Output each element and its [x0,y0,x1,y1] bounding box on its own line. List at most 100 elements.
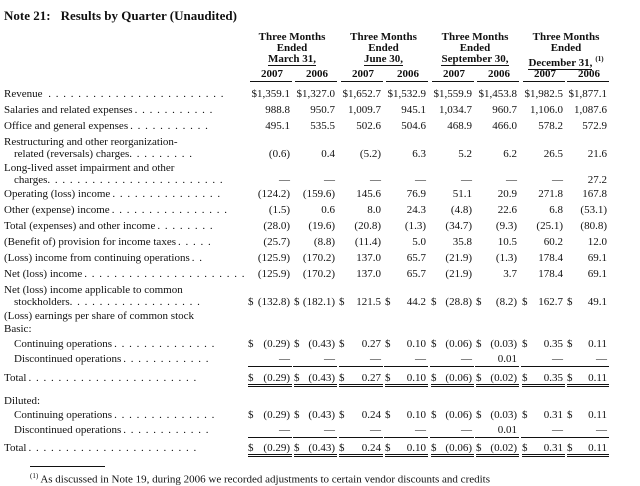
dollar-sign: $ [339,296,345,308]
table-cell: 0.11 [588,372,607,384]
table-cell: 60.2 [543,236,563,248]
table-cell: (21.9) [445,268,472,280]
table-cell: 5.2 [458,148,472,160]
table-cell: (5.2) [359,148,381,160]
table-cell: 27.2 [587,174,607,186]
table-cell: (170.2) [302,268,335,280]
total-double-rule [522,384,565,387]
table-cell: 137.0 [356,268,381,280]
table-cell: 10.5 [497,236,517,248]
table-cell: 0.01 [497,353,517,365]
note-heading: Results by Quarter (Unaudited) [60,8,237,23]
table-cell: — [415,353,426,365]
row-label: Other (expense) income. . . . . . . . . … [4,204,228,216]
leader-dots: . . . . . . . . . . . . . . . . . . . . … [28,442,198,454]
column-header: Three Months Ended December 31, (1) [522,32,610,70]
column-header-line: Ended [459,42,491,54]
table-cell: (0.29) [263,409,290,421]
table-cell: 1,087.6 [574,104,607,116]
table-cell: 6.3 [412,148,426,160]
dollar-sign: $ [567,296,573,308]
column-header-line: Three Months [441,31,509,43]
table-cell: — [415,174,426,186]
table-cell: (1.5) [268,204,290,216]
row-label-text: Total [4,372,27,384]
dollar-sign: $ [431,442,437,454]
row-label-text: Salaries and related expenses [4,104,133,116]
table-cell: (28.0) [263,220,290,232]
basic-label: Basic: [4,323,32,335]
table-cell: — [461,353,472,365]
year-header: 2007 [261,68,283,80]
row-label: Salaries and related expenses. . . . . .… [4,104,213,116]
table-cell: (0.03) [490,409,517,421]
table-cell: 0.31 [543,442,563,454]
table-cell: 49.1 [587,296,607,308]
year-header: 2006 [306,68,328,80]
column-header-date-text: September 30, [441,53,509,66]
row-label: Operating (loss) income. . . . . . . . .… [4,188,221,200]
total-double-rule [567,454,609,457]
leader-dots: . . . . . . . . . . . . . . . . . . . . … [84,268,246,280]
table-cell: 960.7 [492,104,517,116]
table-cell: 76.9 [406,188,426,200]
leader-dots: . . [191,252,203,264]
row-label-line: related (reversals) charges. . . . . . .… [4,148,193,160]
subtotal-rule [521,366,565,367]
column-header-line: Three Months [258,31,326,43]
table-cell: 0.35 [543,338,563,350]
dollar-sign: $ [385,372,391,384]
table-cell: (159.6) [302,188,335,200]
table-cell: 535.5 [310,120,335,132]
table-cell: (1.3) [495,252,517,264]
row-label: Net (loss) income applicable to common st… [4,284,201,308]
subtotal-rule [565,437,609,438]
table-cell: (0.06) [445,372,472,384]
table-cell: (0.43) [308,338,335,350]
dollar-sign: $ [522,409,528,421]
table-cell: — [279,353,290,365]
table-cell: 1,009.7 [348,104,381,116]
table-cell: 0.10 [406,338,426,350]
table-cell: $1,559.9 [433,88,473,100]
table-cell: 0.31 [543,409,563,421]
table-cell: 495.1 [265,120,290,132]
subtotal-rule [248,366,292,367]
dollar-sign: $ [431,372,437,384]
table-cell: 6.2 [503,148,517,160]
row-label-text: Total [4,442,27,454]
subtotal-rule [339,437,383,438]
table-cell: 26.5 [543,148,563,160]
column-header-date: December 31, (1) [522,54,610,70]
table-cell: 51.1 [452,188,472,200]
subtotal-rule [293,437,337,438]
table-cell: — [506,174,517,186]
year-underline [523,81,565,82]
table-cell: (20.8) [354,220,381,232]
table-cell: (0.29) [263,442,290,454]
year-underline [295,81,337,82]
total-double-rule [567,384,609,387]
table-cell: (8.2) [495,296,517,308]
subtotal-rule [430,437,474,438]
table-cell: — [279,174,290,186]
total-double-rule [248,384,292,387]
row-label-line: stockholders. . . . . . . . . . . . . . … [4,296,201,308]
table-cell: (9.3) [495,220,517,232]
leader-dots: . . . . . . . . . . . [134,104,214,116]
table-cell: (0.29) [263,372,290,384]
table-cell: (0.02) [490,442,517,454]
dollar-sign: $ [522,372,528,384]
row-label-line: Net (loss) income applicable to common [4,284,183,296]
column-header: Three Months Ended June 30, [339,32,428,66]
year-header: 2006 [488,68,510,80]
column-header-line: Ended [368,42,399,54]
table-cell: (11.4) [354,236,381,248]
table-cell: $1,453.8 [478,88,518,100]
leader-dots: . . . . . . . . . . . [130,120,209,132]
row-label-text: (Benefit of) provision for income taxes [4,236,176,248]
table-cell: 945.1 [401,104,426,116]
table-cell: 0.10 [406,442,426,454]
table-cell: — [370,424,381,436]
row-label-text: charges [14,174,48,186]
